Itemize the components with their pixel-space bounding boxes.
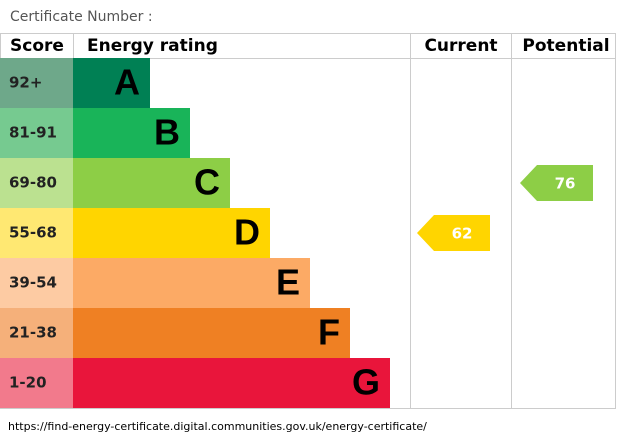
rating-bar [73, 158, 230, 208]
score-range: 92+ [9, 74, 42, 92]
score-cell [0, 158, 73, 208]
current-header: Current [424, 36, 497, 56]
score-range: 39-54 [9, 274, 57, 292]
score-cell [0, 208, 73, 258]
potential-value: 76 [555, 175, 576, 193]
rating-letter: D [234, 212, 260, 253]
potential-arrow [520, 165, 593, 201]
score-cell [0, 308, 73, 358]
score-range: 81-91 [9, 124, 57, 142]
score-range: 21-38 [9, 324, 57, 342]
rating-bar [73, 258, 310, 308]
score-header: Score [10, 36, 64, 56]
rating-letter: F [318, 312, 340, 353]
current-value: 62 [452, 225, 473, 243]
rating-bar [73, 308, 350, 358]
score-range: 69-80 [9, 174, 57, 192]
rating-bar [73, 208, 270, 258]
rating-bar [73, 108, 190, 158]
potential-header: Potential [522, 36, 609, 56]
rating-bar [73, 358, 390, 408]
score-range: 55-68 [9, 224, 57, 242]
rating-letter: E [276, 262, 300, 303]
rating-letter: A [114, 62, 140, 103]
current-arrow [417, 215, 490, 251]
certificate-label: Certificate Number : [10, 9, 153, 25]
score-range: 1-20 [9, 374, 47, 392]
footer-url: https://find-energy-certificate.digital.… [8, 420, 427, 433]
rating-letter: B [154, 112, 180, 153]
score-cell [0, 358, 73, 408]
score-cell [0, 58, 73, 108]
rating-header: Energy rating [87, 36, 218, 56]
score-cell [0, 108, 73, 158]
rating-letter: G [352, 362, 380, 403]
rating-bar [73, 58, 150, 108]
rating-letter: C [194, 162, 220, 203]
score-cell [0, 258, 73, 308]
